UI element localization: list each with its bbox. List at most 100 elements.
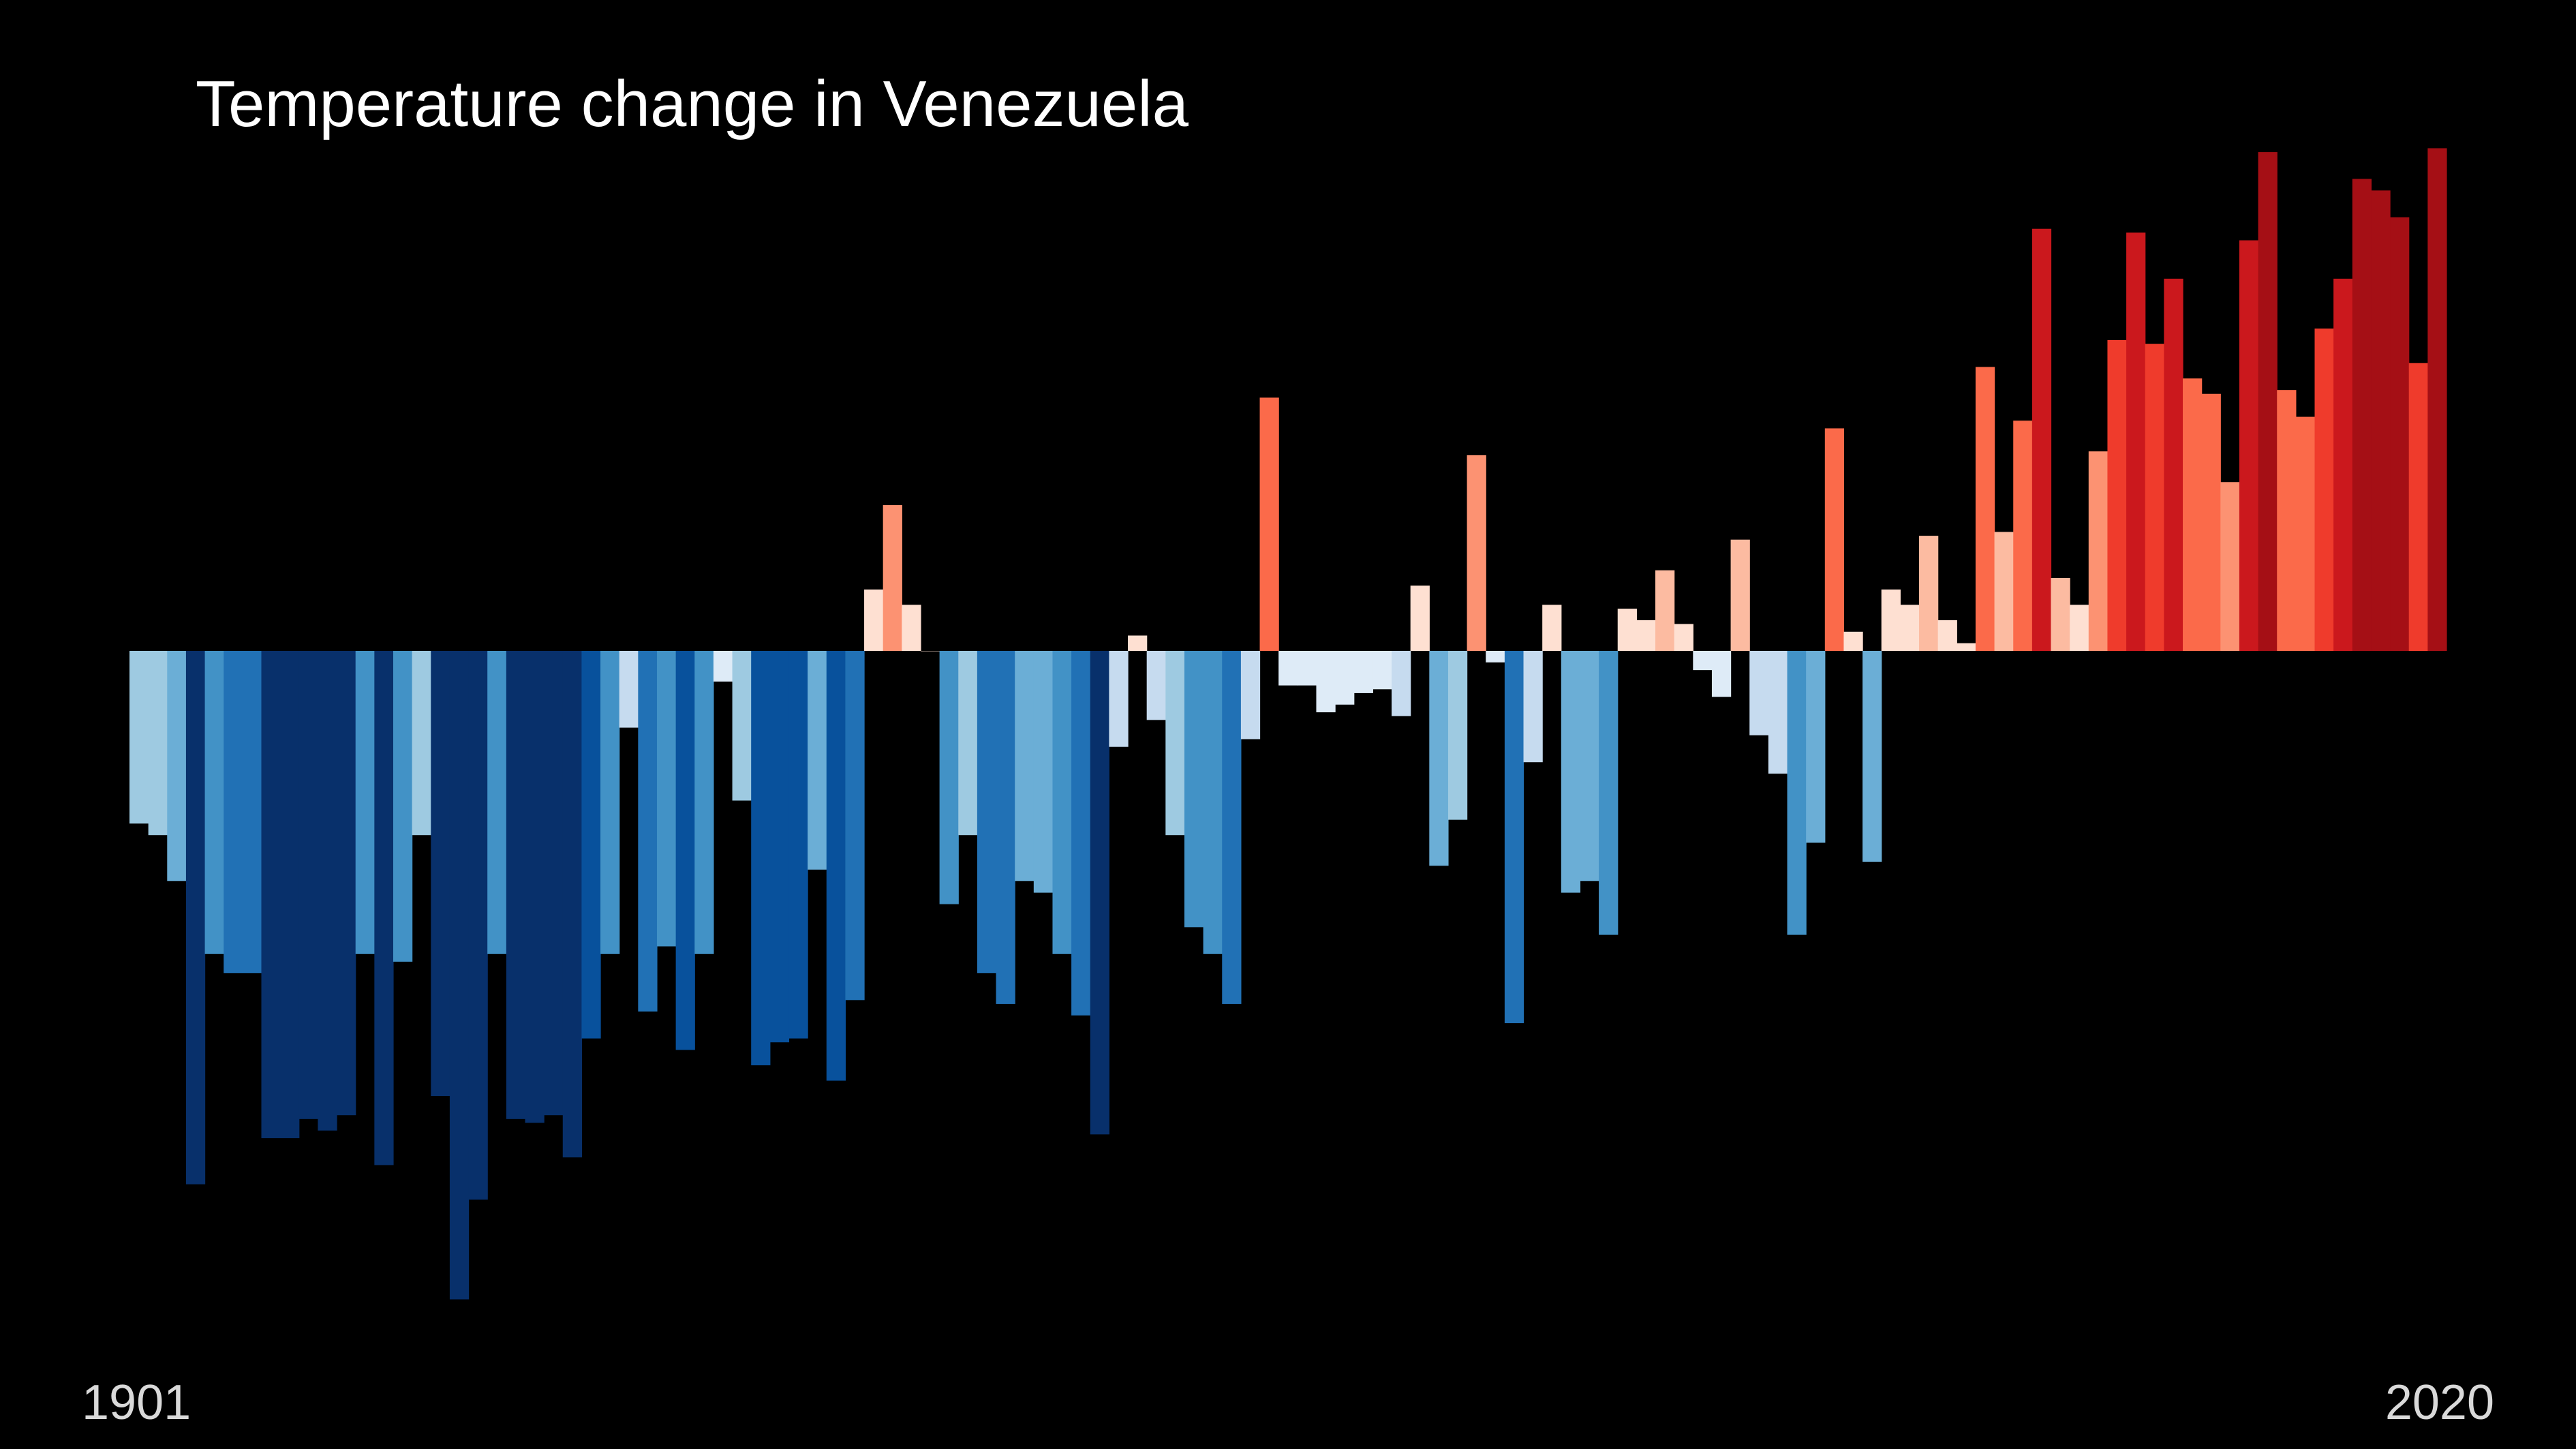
bar-1987 (1749, 651, 1769, 735)
bar-2003 (2051, 578, 2070, 651)
bar-2014 (2258, 152, 2278, 652)
bar-1924 (562, 651, 583, 1158)
bar-1988 (1768, 651, 1788, 774)
bar-2013 (2239, 240, 2259, 652)
bar-1955 (1146, 651, 1166, 720)
bar-1986 (1730, 539, 1750, 651)
bar-2011 (2201, 393, 2221, 651)
bar-2005 (2088, 451, 2109, 651)
bar-1938 (826, 651, 846, 1081)
bar-2021 (2390, 217, 2410, 651)
bar-1951 (1071, 651, 1091, 1016)
bar-1913 (355, 651, 375, 954)
x-axis-start-label: 1901 (82, 1375, 191, 1430)
bar-1970 (1429, 651, 1449, 866)
bar-1991 (1824, 428, 1845, 651)
bar-1969 (1410, 585, 1430, 651)
bar-1944 (939, 651, 959, 904)
bar-1941 (883, 505, 902, 651)
bar-1952 (1090, 651, 1109, 1135)
bar-2006 (2107, 339, 2127, 651)
bar-1962 (1278, 651, 1298, 686)
bar-1906 (224, 651, 243, 973)
bar-1948 (1015, 651, 1034, 881)
bar-1923 (544, 651, 564, 1116)
bar-1985 (1711, 651, 1732, 697)
bar-2022 (2408, 363, 2428, 651)
bar-1945 (958, 651, 978, 836)
bar-1946 (977, 651, 997, 973)
bar-1974 (1504, 651, 1524, 1024)
bar-2009 (2164, 278, 2183, 651)
bar-1965 (1335, 651, 1355, 705)
bar-1939 (845, 651, 865, 1001)
bar-1907 (242, 651, 262, 973)
bar-1932 (713, 651, 733, 682)
bar-2019 (2352, 179, 2372, 651)
bar-1975 (1523, 651, 1543, 763)
bar-1961 (1259, 397, 1279, 651)
bar-1918 (449, 651, 470, 1300)
bar-2002 (2031, 228, 2052, 651)
bar-1905 (204, 651, 224, 954)
bar-2020 (2371, 190, 2391, 651)
bar-1904 (185, 651, 206, 1185)
bar-1968 (1392, 651, 1411, 716)
bar-1914 (374, 651, 394, 1165)
bar-1935 (769, 651, 790, 1043)
bar-1973 (1486, 651, 1505, 662)
bar-1942 (902, 605, 921, 651)
bar-1983 (1674, 624, 1693, 651)
bar-1982 (1655, 570, 1675, 651)
bar-1950 (1052, 651, 1072, 954)
bar-1929 (656, 651, 677, 947)
bar-2023 (2427, 148, 2447, 652)
bar-2015 (2277, 390, 2297, 651)
bar-1903 (167, 651, 187, 881)
bar-1919 (468, 651, 488, 1200)
bar-1930 (675, 651, 695, 1050)
bar-1954 (1128, 635, 1148, 651)
bar-1993 (1862, 651, 1882, 862)
bar-1940 (864, 589, 884, 651)
bar-1931 (694, 651, 714, 954)
bar-1976 (1542, 605, 1562, 651)
bar-1977 (1561, 651, 1581, 893)
bar-1912 (337, 651, 356, 1116)
bar-1936 (788, 651, 808, 1039)
x-axis-end-label: 2020 (2385, 1375, 2494, 1430)
bar-2000 (1994, 532, 2014, 651)
bar-1984 (1693, 651, 1713, 671)
bar-2018 (2333, 278, 2353, 651)
bar-1956 (1165, 651, 1185, 836)
bar-1911 (318, 651, 337, 1131)
bar-1947 (996, 651, 1015, 1004)
bar-1967 (1373, 651, 1392, 690)
bar-1902 (148, 651, 168, 836)
bar-1996 (1919, 536, 1939, 651)
bar-1922 (525, 651, 545, 1123)
bar-2004 (2070, 605, 2089, 651)
bar-1926 (600, 651, 620, 954)
bar-1959 (1222, 651, 1242, 1004)
bar-2016 (2295, 416, 2316, 651)
bar-1920 (487, 651, 507, 954)
bar-2017 (2314, 329, 2334, 651)
bar-1921 (506, 651, 526, 1119)
bar-1999 (1975, 367, 1995, 651)
bar-1978 (1580, 651, 1599, 881)
bar-1997 (1937, 620, 1957, 651)
bar-1909 (280, 651, 300, 1139)
bar-1980 (1617, 609, 1637, 651)
bar-1972 (1467, 455, 1486, 651)
bar-1994 (1881, 589, 1901, 651)
bar-1995 (1900, 605, 1920, 651)
bar-1971 (1447, 651, 1468, 820)
bar-1957 (1184, 651, 1204, 928)
bar-1949 (1033, 651, 1054, 893)
bar-1981 (1636, 620, 1656, 651)
bar-1917 (431, 651, 450, 1097)
bar-1989 (1787, 651, 1807, 935)
